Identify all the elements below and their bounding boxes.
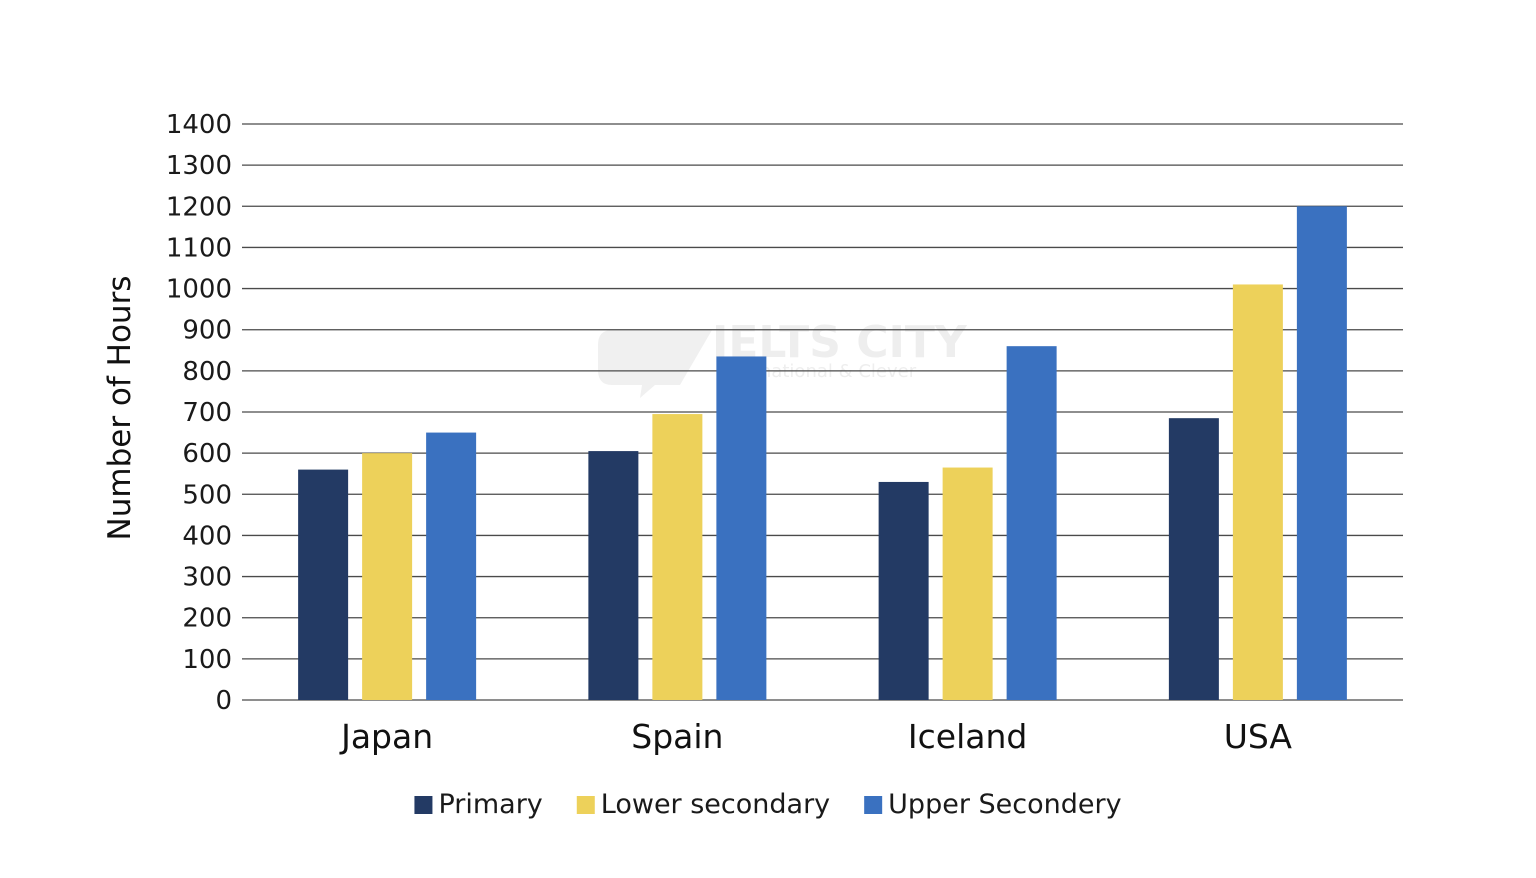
y-tick-label: 800 bbox=[182, 357, 232, 387]
legend: Primary Lower secondary Upper Secondery bbox=[414, 789, 1122, 820]
bar-spain-lower-secondary bbox=[652, 414, 703, 700]
watermark-bubble-icon bbox=[598, 330, 712, 398]
y-tick-label: 100 bbox=[182, 645, 232, 675]
legend-label: Primary bbox=[438, 789, 542, 820]
y-axis-title: Number of Hours bbox=[102, 276, 138, 541]
y-tick-label: 700 bbox=[182, 398, 232, 428]
bar-spain-primary bbox=[588, 451, 639, 700]
y-tick-label: 200 bbox=[182, 604, 232, 634]
legend-label: Upper Secondery bbox=[888, 789, 1121, 820]
legend-item: Lower secondary bbox=[576, 789, 830, 820]
y-tick-label: 400 bbox=[182, 521, 232, 551]
legend-swatch bbox=[576, 796, 595, 814]
bar-iceland-primary bbox=[878, 481, 929, 700]
bar-japan-lower-secondary bbox=[362, 453, 413, 700]
bar-usa-lower-secondary bbox=[1232, 284, 1283, 700]
y-tick-label: 1000 bbox=[166, 275, 232, 305]
legend-swatch bbox=[864, 796, 883, 814]
y-tick-label: 0 bbox=[215, 686, 232, 716]
x-category-label: USA bbox=[1224, 717, 1293, 756]
gridlines bbox=[242, 123, 1403, 701]
x-category-label: Iceland bbox=[908, 717, 1027, 756]
y-tick-label: 600 bbox=[182, 439, 232, 469]
legend-swatch bbox=[414, 796, 433, 814]
bar-japan-upper-secondery bbox=[426, 432, 477, 700]
legend-label: Lower secondary bbox=[601, 789, 830, 820]
y-tick-label: 1300 bbox=[166, 151, 232, 181]
legend-item: Upper Secondery bbox=[864, 789, 1122, 820]
bar-iceland-lower-secondary bbox=[942, 467, 993, 700]
bar-iceland-upper-secondery bbox=[1006, 346, 1057, 700]
y-tick-label: 300 bbox=[182, 563, 232, 593]
bars bbox=[298, 206, 1347, 701]
bar-spain-upper-secondery bbox=[716, 356, 767, 700]
bar-usa-upper-secondery bbox=[1296, 206, 1347, 701]
y-tick-label: 1200 bbox=[166, 192, 232, 222]
y-tick-label: 500 bbox=[182, 480, 232, 510]
legend-item: Primary bbox=[414, 789, 543, 820]
y-tick-label: 1100 bbox=[166, 233, 232, 263]
bar-japan-primary bbox=[298, 469, 349, 700]
x-category-label: Spain bbox=[631, 717, 723, 756]
y-axis-ticks: 0 100 200 300 400 500 600 700 800 900 1000 1100 1200… bbox=[166, 110, 232, 716]
bar-usa-primary bbox=[1168, 418, 1219, 700]
y-tick-label: 1400 bbox=[166, 110, 232, 140]
x-axis-labels: Japan Spain Iceland USA bbox=[339, 717, 1292, 756]
x-category-label: Japan bbox=[339, 717, 433, 756]
y-tick-label: 900 bbox=[182, 316, 232, 346]
